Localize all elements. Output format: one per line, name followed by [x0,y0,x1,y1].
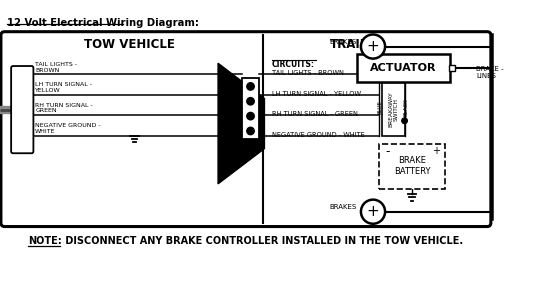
FancyBboxPatch shape [11,66,33,153]
Circle shape [247,113,254,120]
Text: RH TURN SIGNAL - GREEN: RH TURN SIGNAL - GREEN [272,111,358,117]
Bar [449,65,455,71]
Text: NEGATIVE GROUND -
WHITE: NEGATIVE GROUND - WHITE [35,123,101,134]
Polygon shape [218,63,264,184]
Text: BRAKES: BRAKES [329,204,356,210]
Text: LH TURN SIGNAL - YELLOW: LH TURN SIGNAL - YELLOW [272,91,361,97]
Text: TRAILER: TRAILER [330,38,385,51]
Text: TAIL LIGHTS - BROWN: TAIL LIGHTS - BROWN [272,70,344,76]
Text: +: + [432,146,440,156]
Text: NEGATIVE GROUND - WHITE: NEGATIVE GROUND - WHITE [272,132,364,138]
Text: 12 Volt Electrical Wiring Diagram:: 12 Volt Electrical Wiring Diagram: [8,18,199,28]
Text: BRAKE
BATTERY: BRAKE BATTERY [394,156,430,176]
Text: +: + [367,39,379,54]
Circle shape [402,118,407,123]
Text: DISCONNECT ANY BRAKE CONTROLLER INSTALLED IN THE TOW VEHICLE.: DISCONNECT ANY BRAKE CONTROLLER INSTALLE… [62,236,463,247]
Text: TOW VEHICLE: TOW VEHICLE [85,38,175,51]
Bar [242,78,259,139]
Text: BREAKAWAY
SWITCH: BREAKAWAY SWITCH [388,91,399,127]
Text: TAIL LIGHTS -
BROWN: TAIL LIGHTS - BROWN [35,62,77,73]
Text: CIRCUITS:: CIRCUITS: [272,61,315,69]
Text: BRAKE -
LINES: BRAKE - LINES [476,66,504,79]
Text: BRAKES: BRAKES [329,39,356,45]
Bar [382,83,405,136]
Text: RH TURN SIGNAL -
GREEN: RH TURN SIGNAL - GREEN [35,103,93,113]
Bar [378,144,445,189]
Circle shape [247,83,254,90]
Text: ACTUATOR: ACTUATOR [370,63,437,73]
Circle shape [361,200,385,224]
Circle shape [247,127,254,135]
Text: BLACK: BLACK [404,98,409,116]
Text: -: - [385,145,390,158]
Text: BLUE: BLUE [377,100,382,114]
Text: +: + [367,204,379,219]
Bar [357,54,450,82]
Text: NOTE:: NOTE: [28,236,62,247]
Text: LH TURN SIGNAL -
YELLOW: LH TURN SIGNAL - YELLOW [35,82,92,93]
Circle shape [247,98,254,105]
Circle shape [361,34,385,59]
